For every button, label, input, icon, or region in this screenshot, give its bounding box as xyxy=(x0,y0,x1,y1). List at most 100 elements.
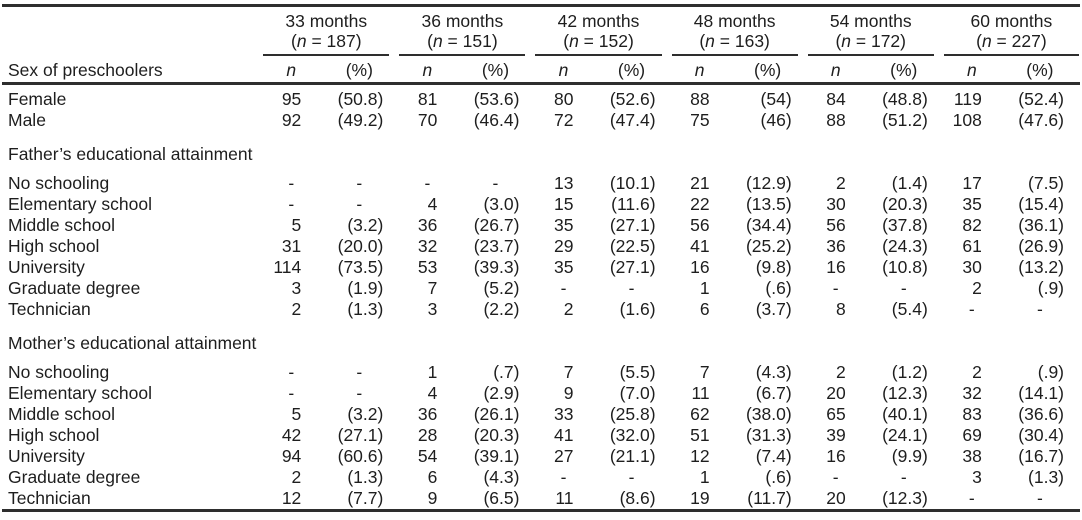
row-label: High school xyxy=(8,236,100,256)
pct-cell: (7.4) xyxy=(755,446,792,466)
pct-cell: (3.2) xyxy=(347,404,384,424)
n-cell: 30 xyxy=(962,257,982,277)
pct-cell: (3.2) xyxy=(347,215,384,235)
n-cell: 69 xyxy=(962,425,982,445)
pct-cell: (7.7) xyxy=(347,488,384,508)
pct-cell: (31.3) xyxy=(745,425,792,445)
pct-cell: (52.4) xyxy=(1018,89,1064,109)
pct-cell: (2.9) xyxy=(483,383,520,403)
pct-cell: (25.8) xyxy=(609,404,656,424)
pct-cell: - xyxy=(628,278,635,298)
column-group-row: 33 months (n = 187) 36 months (n = 151) 42 m… xyxy=(2,6,1080,57)
pct-cell: (26.7) xyxy=(473,215,520,235)
n-cell: 36 xyxy=(417,215,438,235)
n-cell: 7 xyxy=(427,278,438,298)
pct-cell: (1.2) xyxy=(891,362,928,382)
n-cell: 54 xyxy=(417,446,438,466)
pct-cell: (12.9) xyxy=(745,173,792,193)
n-cell: 4 xyxy=(427,383,438,403)
section-header-row: Mother’s educational attainment xyxy=(2,320,1080,362)
pct-cell: (36.1) xyxy=(1018,215,1064,235)
n-cell: 21 xyxy=(690,173,710,193)
n-cell: 88 xyxy=(690,89,710,109)
row-label: Male xyxy=(8,110,46,130)
pct-cell: (40.1) xyxy=(882,404,928,424)
pct-cell: - xyxy=(900,467,907,487)
pct-cell: - xyxy=(356,173,363,193)
pct-cell: (30.4) xyxy=(1018,425,1064,445)
n-cell: 12 xyxy=(690,446,710,466)
n-cell: 29 xyxy=(554,236,574,256)
section-header-row: Father’s educational attainment xyxy=(2,131,1080,173)
n-cell: 56 xyxy=(690,215,710,235)
pct-cell: (1.3) xyxy=(347,299,384,319)
pct-cell: (9.9) xyxy=(891,446,928,466)
pct-cell: - xyxy=(356,362,363,382)
pct-cell: - xyxy=(356,194,363,214)
table-row: Graduate degree 3 (1.9) 7 (5.2) - - 1 (.6) - - 2 (.9… xyxy=(2,278,1080,299)
subcol-pct-header: (%) xyxy=(319,56,400,85)
subcol-n-header: n xyxy=(807,56,864,85)
pct-cell: (1.9) xyxy=(347,278,384,298)
n-cell: - xyxy=(288,173,295,193)
pct-cell: (23.7) xyxy=(473,236,520,256)
n-cell: 31 xyxy=(281,236,302,256)
n-cell: 80 xyxy=(554,89,574,109)
n-cell: 22 xyxy=(690,194,710,214)
pct-cell: - xyxy=(1037,299,1043,319)
n-cell: 3 xyxy=(291,278,302,298)
table-row: Middle school 5 (3.2) 36 (26.1) 33 (25.8) 62 (38… xyxy=(2,404,1080,425)
table-row: Male 92 (49.2) 70 (46.4) 72 (47.4) 75 (46) 88 (51.… xyxy=(2,110,1080,131)
n-cell: 39 xyxy=(826,425,846,445)
pct-cell: (47.6) xyxy=(1018,110,1064,130)
n-cell: 3 xyxy=(427,299,438,319)
pct-cell: (1.3) xyxy=(1028,467,1064,487)
table-row: Elementary school - - 4 (3.0) 15 (11.6) 22 (13.5… xyxy=(2,194,1080,215)
subcol-n-header: n xyxy=(263,56,320,85)
pct-cell: (8.6) xyxy=(619,488,656,508)
pct-cell: (37.8) xyxy=(882,215,928,235)
subheader-row: Sex of preschoolers n (%) n (%) n (%) n (%) n (%) n… xyxy=(2,56,1080,85)
n-cell: 72 xyxy=(554,110,574,130)
pct-cell: (.9) xyxy=(1037,362,1064,382)
n-cell: 13 xyxy=(554,173,574,193)
row-label: Technician xyxy=(8,488,91,508)
n-cell: 51 xyxy=(690,425,710,445)
n-cell: 61 xyxy=(962,236,982,256)
table-row: Elementary school - - 4 (2.9) 9 (7.0) 11 (6.7) 20… xyxy=(2,383,1080,404)
n-cell: - xyxy=(560,467,567,487)
pct-cell: (13.2) xyxy=(1018,257,1064,277)
pct-cell: - xyxy=(1037,488,1043,508)
col-group-n-count: (n = 152) xyxy=(563,31,634,51)
pct-cell: (52.6) xyxy=(609,89,656,109)
n-cell: 36 xyxy=(826,236,846,256)
n-cell: 2 xyxy=(291,299,302,319)
n-cell: 33 xyxy=(554,404,574,424)
n-cell: 15 xyxy=(554,194,574,214)
row-label: Elementary school xyxy=(8,383,152,403)
n-cell: 119 xyxy=(953,89,982,109)
pct-cell: (12.3) xyxy=(882,488,928,508)
pct-cell: (46) xyxy=(760,110,792,130)
pct-cell: (1.4) xyxy=(891,173,928,193)
pct-cell: (54) xyxy=(760,89,792,109)
n-cell: 114 xyxy=(273,257,302,277)
col-group-label: 60 months xyxy=(970,11,1053,31)
pct-cell: (7.0) xyxy=(619,383,656,403)
n-cell: 20 xyxy=(826,488,846,508)
n-cell: 16 xyxy=(826,446,846,466)
stub-spacer xyxy=(2,6,263,57)
table-row: No schooling - - 1 (.7) 7 (5.5) 7 (4.3) 2 (1.2) 2 (.… xyxy=(2,362,1080,383)
row-label: No schooling xyxy=(8,173,110,193)
n-cell: 42 xyxy=(281,425,302,445)
pct-cell: (.9) xyxy=(1037,278,1064,298)
row-label: Middle school xyxy=(8,215,115,235)
pct-cell: (7.5) xyxy=(1028,173,1064,193)
table-row: Graduate degree 2 (1.3) 6 (4.3) - - 1 (.6) - - 3 (1.… xyxy=(2,467,1080,488)
pct-cell: (5.5) xyxy=(619,362,656,382)
n-cell: 70 xyxy=(417,110,438,130)
n-cell: - xyxy=(560,278,567,298)
pct-cell: (5.4) xyxy=(891,299,928,319)
pct-cell: (.7) xyxy=(493,362,520,382)
